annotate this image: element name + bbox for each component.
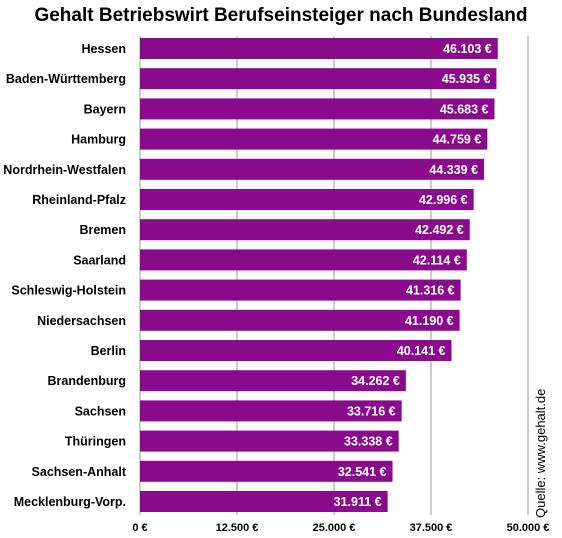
category-label: Bremen [79,223,126,237]
category-label: Mecklenburg-Vorp. [14,495,126,509]
bar-value-label: 32.541 € [338,465,387,479]
category-label: Niedersachsen [37,314,126,328]
x-tick-label: 25.000 € [313,522,356,534]
category-label: Saarland [73,253,126,267]
bar-value-label: 41.316 € [406,284,455,298]
category-label: Sachsen [75,404,126,418]
category-labels: Hessen Baden-Württemberg Bayern Hamburg Nord… [3,42,127,509]
bar [140,309,460,331]
bar-value-label: 34.262 € [351,374,400,388]
bar-value-label: 42.996 € [419,193,468,207]
bar [140,491,388,512]
bar [140,128,488,150]
category-label: Rheinland-Pfalz [32,193,126,207]
bar [140,340,452,361]
bar-value-label: 44.759 € [433,133,482,147]
x-tick-label: 37.500 € [410,522,453,534]
category-label: Hamburg [71,133,126,147]
source-note: Quelle: www.gehalt.de [533,389,548,518]
category-label: Sachsen-Anhalt [32,465,127,479]
bar-value-label: 33.716 € [347,404,396,418]
bar-value-label: 45.935 € [442,72,491,86]
category-label: Baden-Württemberg [6,72,126,86]
bar [140,158,485,180]
bar-value-label: 31.911 € [334,495,382,509]
x-tick-label: 50.000 € [507,522,550,534]
category-label: Bayern [84,102,126,116]
bar [140,68,497,90]
category-label: Schleswig-Holstein [11,284,126,298]
category-label: Brandenburg [48,374,126,388]
bar [140,460,393,482]
bar [140,249,467,271]
bars: 46.103 € 45.935 € 45.683 € 44.759 € 44.339 €… [140,38,498,512]
bar [140,98,495,120]
x-tick-label: 0 € [132,522,147,534]
bar-value-label: 42.114 € [413,253,461,267]
bar [140,38,498,59]
bar-value-label: 33.338 € [344,435,393,449]
bar-value-label: 44.339 € [429,163,478,177]
bar-value-label: 41.190 € [405,314,454,328]
category-label: Nordrhein-Westfalen [3,163,126,177]
bar [140,219,470,241]
category-label: Hessen [82,42,126,56]
x-tick-label: 12.500 € [216,522,259,534]
category-label: Berlin [91,344,126,358]
bar-value-label: 46.103 € [443,42,492,56]
x-axis-ticks: 0 € 12.500 € 25.000 € 37.500 € 50.000 € [132,522,549,534]
bar [140,279,461,301]
bar-value-label: 45.683 € [440,102,489,116]
bar [140,370,406,392]
bar [140,400,402,422]
bar-value-label: 42.492 € [415,223,464,237]
bar [140,189,474,210]
chart-title: Gehalt Betriebswirt Berufseinsteiger nac… [34,5,527,26]
category-label: Thüringen [65,435,126,449]
bar-value-label: 40.141 € [397,344,446,358]
bar [140,430,399,452]
